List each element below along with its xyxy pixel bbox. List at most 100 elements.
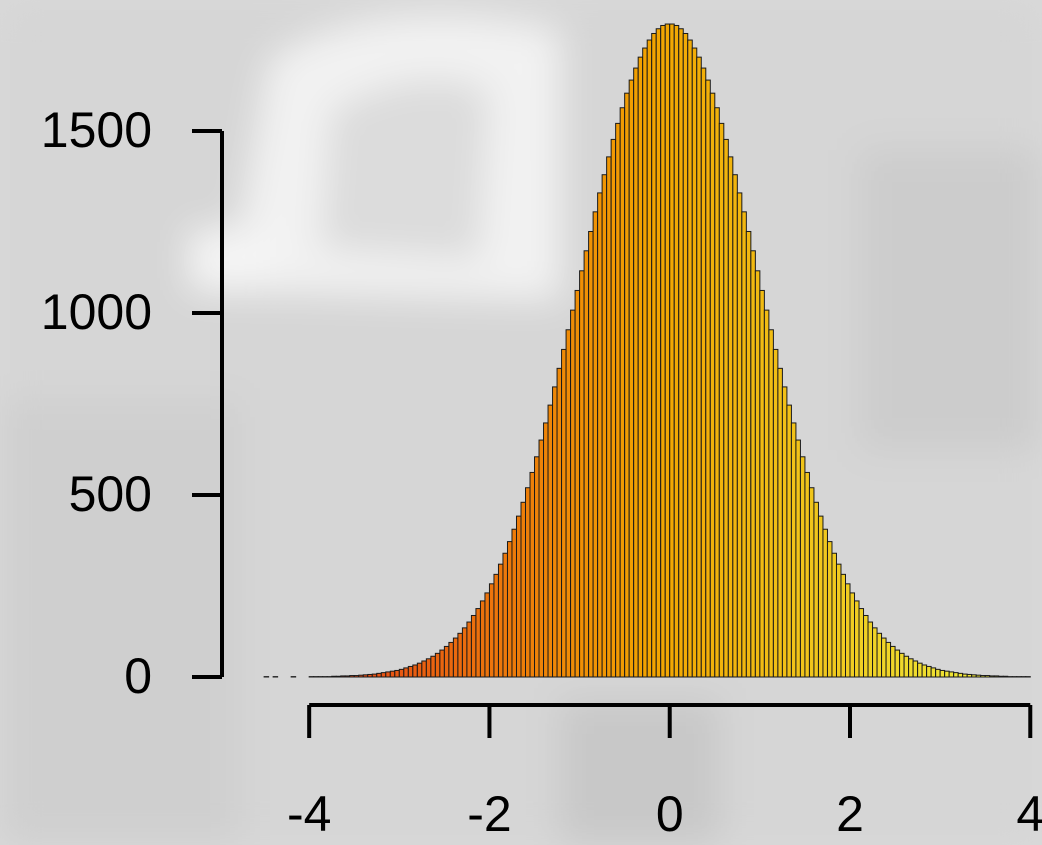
histogram-bar — [826, 541, 833, 678]
histogram-bar — [975, 674, 982, 678]
histogram-bar — [610, 138, 617, 678]
histogram-bar — [980, 675, 986, 678]
histogram-bar — [655, 28, 662, 678]
histogram-bar — [633, 67, 639, 678]
histogram-bar — [962, 673, 968, 678]
histogram-bar — [944, 670, 950, 678]
histogram-bar — [696, 56, 702, 678]
histogram-bar — [808, 487, 815, 678]
histogram-bar — [795, 439, 801, 678]
histogram-bar — [552, 386, 558, 678]
y-tick-label: 500 — [69, 466, 152, 522]
histogram-bar — [543, 422, 549, 678]
histogram-bar — [687, 39, 693, 678]
histogram-bar — [331, 675, 337, 678]
histogram-bar — [786, 404, 792, 678]
histogram-bar — [461, 627, 468, 678]
histogram-bar — [822, 528, 828, 678]
histogram-bar — [912, 660, 919, 678]
histogram-bar — [727, 156, 734, 678]
histogram-bar — [412, 664, 418, 678]
histogram-bar — [570, 309, 576, 678]
histogram-bar — [854, 600, 860, 678]
x-tick-label: -4 — [287, 786, 331, 842]
histogram-bar — [957, 672, 964, 678]
histogram-bar — [799, 456, 806, 678]
histogram-bar — [502, 552, 508, 678]
histogram-bar — [394, 669, 400, 678]
histogram-bar — [340, 675, 346, 678]
histogram-bar — [903, 655, 910, 678]
histogram-bar — [939, 669, 946, 678]
histogram-bar — [993, 675, 1000, 678]
x-tick-label: 0 — [656, 786, 684, 842]
histogram-bar — [876, 632, 883, 678]
histogram-bar — [520, 501, 527, 678]
histogram-bar — [344, 675, 351, 678]
histogram-bar — [439, 649, 445, 678]
histogram-bar — [998, 675, 1004, 678]
histogram-bar — [899, 652, 905, 678]
histogram-bar — [844, 583, 851, 678]
histogram-bar — [416, 662, 423, 678]
histogram-bar — [673, 24, 680, 678]
histogram-bar — [470, 614, 477, 678]
histogram-bar — [804, 471, 810, 678]
histogram-bar — [831, 552, 837, 678]
histogram-bar — [538, 439, 545, 678]
histogram-bar — [628, 79, 635, 678]
histogram-bar — [367, 673, 373, 678]
histogram-bar — [466, 621, 472, 678]
histogram-bar — [705, 79, 711, 678]
histogram-bar — [506, 541, 513, 678]
histogram-bar — [754, 270, 761, 678]
histogram-bar — [434, 652, 441, 678]
histogram-bar — [479, 600, 486, 678]
histogram-bar — [763, 309, 770, 678]
histogram-bar — [601, 174, 608, 678]
histogram-bar — [425, 658, 432, 678]
histogram-bar — [768, 329, 774, 678]
histogram-bar — [443, 645, 450, 678]
histogram-bar — [669, 23, 675, 678]
histogram-bar — [781, 386, 788, 678]
histogram-bar — [376, 672, 382, 678]
histogram-bar — [389, 670, 396, 678]
histogram-bar — [484, 592, 490, 678]
histogram-bar — [529, 471, 536, 678]
x-tick-label: 4 — [1016, 786, 1042, 842]
histogram-bar — [561, 348, 567, 678]
histogram-bar — [908, 658, 914, 678]
histogram-bar — [858, 608, 865, 678]
histogram-bar — [497, 563, 504, 678]
y-tick-label: 1000 — [41, 284, 152, 340]
histogram-bar — [362, 674, 369, 678]
histogram-bar — [525, 487, 531, 678]
histogram-bar — [448, 641, 454, 678]
histogram-bar — [953, 672, 959, 678]
histogram-bar — [926, 665, 932, 678]
histogram-bar — [385, 671, 391, 678]
histogram-bar — [790, 422, 797, 678]
histogram-bar — [759, 289, 765, 678]
histogram-bar — [349, 675, 355, 678]
histogram-bar — [835, 563, 842, 678]
histogram-bar — [457, 632, 463, 678]
histogram-bar — [971, 674, 977, 678]
histogram-bar — [682, 32, 689, 678]
histogram-bar — [772, 348, 779, 678]
histogram-bar — [592, 211, 599, 678]
histogram-bar — [921, 664, 928, 678]
histogram-bar — [966, 673, 973, 678]
histogram-bar — [736, 192, 743, 678]
histogram-bar — [917, 662, 923, 678]
histogram-bar — [493, 573, 499, 678]
y-tick-label: 0 — [124, 648, 152, 704]
y-tick-label: 1500 — [41, 102, 152, 158]
histogram-bar — [646, 39, 653, 678]
histogram-bar — [813, 501, 819, 678]
histogram-bar — [750, 250, 756, 678]
histogram-bar — [691, 47, 698, 678]
histogram-bar — [989, 675, 995, 678]
